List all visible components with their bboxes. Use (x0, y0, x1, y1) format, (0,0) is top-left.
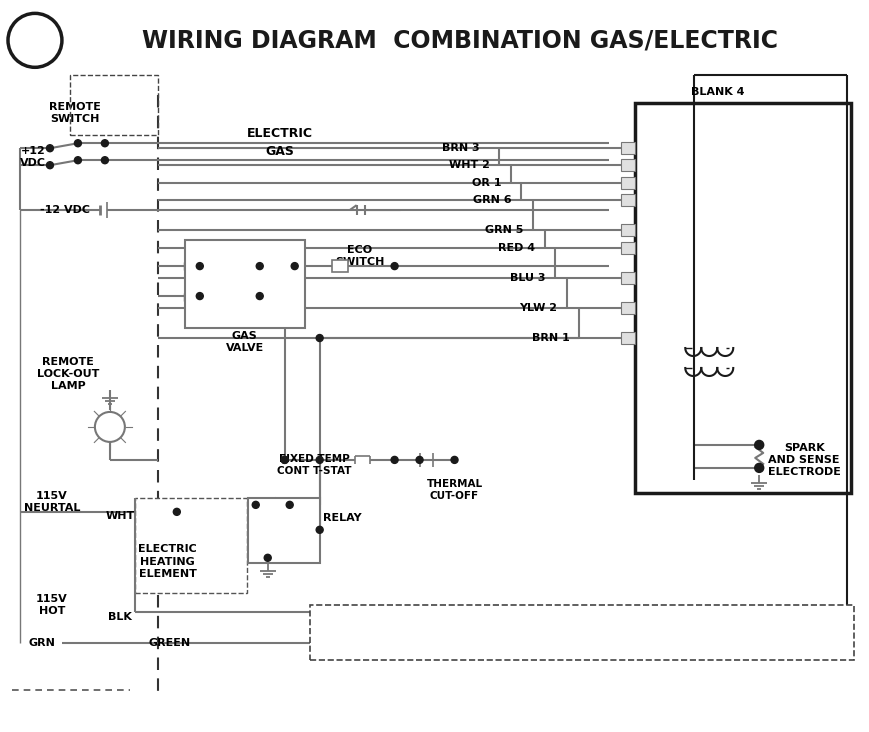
Bar (621, 302, 635, 314)
Text: GRN 6: GRN 6 (473, 195, 512, 205)
Text: Dotted lines are wired by customer: Dotted lines are wired by customer (422, 625, 742, 640)
Circle shape (451, 457, 458, 463)
Circle shape (282, 457, 289, 463)
Circle shape (316, 335, 323, 342)
Bar (621, 160, 635, 171)
Text: 115V
HOT: 115V HOT (36, 594, 68, 616)
Text: -12 VDC: -12 VDC (40, 205, 90, 215)
Bar (621, 272, 635, 284)
Bar (309, 605, 854, 660)
Bar (621, 142, 635, 154)
Text: YLW 2: YLW 2 (520, 303, 557, 313)
Circle shape (282, 457, 289, 463)
Text: BLK: BLK (108, 612, 132, 621)
Circle shape (102, 140, 109, 146)
Bar (621, 332, 635, 344)
Text: GAS: GAS (265, 145, 294, 157)
Text: ECO
SWITCH: ECO SWITCH (335, 245, 384, 267)
Text: FIXED TEMP
CONT T-STAT: FIXED TEMP CONT T-STAT (277, 454, 352, 476)
Text: BLANK 4: BLANK 4 (691, 87, 744, 97)
Text: GAS
VALVE: GAS VALVE (226, 331, 264, 354)
Circle shape (46, 145, 54, 152)
Text: OR 1: OR 1 (472, 178, 501, 188)
Circle shape (75, 140, 82, 146)
Text: SPARK
AND SENSE
ELECTRODE: SPARK AND SENSE ELECTRODE (767, 443, 840, 477)
Text: 115V
NEURTAL: 115V NEURTAL (23, 490, 80, 513)
Text: GRN: GRN (29, 638, 56, 648)
Circle shape (754, 441, 764, 449)
Bar (621, 242, 635, 254)
Circle shape (8, 13, 62, 67)
Text: REMOTE
SWITCH: REMOTE SWITCH (49, 102, 101, 124)
Circle shape (256, 263, 263, 269)
Circle shape (286, 501, 293, 508)
Circle shape (316, 526, 323, 534)
Bar (248, 498, 320, 563)
Text: ELECTRIC
HEATING
ELEMENT: ELECTRIC HEATING ELEMENT (138, 545, 197, 579)
Circle shape (46, 162, 54, 168)
Text: WHT: WHT (105, 511, 135, 521)
Circle shape (173, 508, 180, 515)
Circle shape (252, 501, 259, 508)
Bar (135, 498, 247, 593)
Circle shape (391, 457, 398, 463)
Text: WHT 2: WHT 2 (448, 160, 489, 171)
Circle shape (416, 457, 423, 463)
Text: REMOTE
LOCK-OUT
LAMP: REMOTE LOCK-OUT LAMP (36, 356, 99, 392)
Circle shape (391, 263, 398, 269)
Text: +12
VDC: +12 VDC (20, 146, 46, 168)
Circle shape (754, 463, 764, 472)
Bar (70, 75, 158, 135)
Text: RED 4: RED 4 (498, 243, 535, 253)
Text: RELAY: RELAY (323, 513, 362, 523)
Circle shape (291, 263, 298, 269)
Text: ELECTRIC: ELECTRIC (247, 127, 313, 140)
Circle shape (95, 412, 125, 442)
Text: BRN 3: BRN 3 (441, 143, 480, 153)
Circle shape (256, 293, 263, 299)
Circle shape (316, 457, 323, 463)
Circle shape (75, 157, 82, 164)
Circle shape (264, 554, 271, 561)
Text: BLU 3: BLU 3 (510, 273, 546, 283)
Bar (635, 103, 851, 493)
Text: GREEN: GREEN (149, 638, 191, 648)
Bar (332, 260, 348, 272)
Circle shape (196, 263, 203, 269)
Text: WIRING DIAGRAM  COMBINATION GAS/ELECTRIC: WIRING DIAGRAM COMBINATION GAS/ELECTRIC (142, 29, 778, 52)
Text: BRN 1: BRN 1 (532, 333, 569, 343)
Bar (621, 177, 635, 189)
Text: 12: 12 (14, 26, 56, 55)
Bar (621, 194, 635, 206)
Circle shape (196, 293, 203, 299)
Bar (185, 240, 305, 328)
Text: THERMAL
CUT-OFF: THERMAL CUT-OFF (427, 479, 482, 501)
Bar (621, 224, 635, 236)
Text: GRN 5: GRN 5 (485, 225, 523, 235)
Circle shape (102, 157, 109, 164)
